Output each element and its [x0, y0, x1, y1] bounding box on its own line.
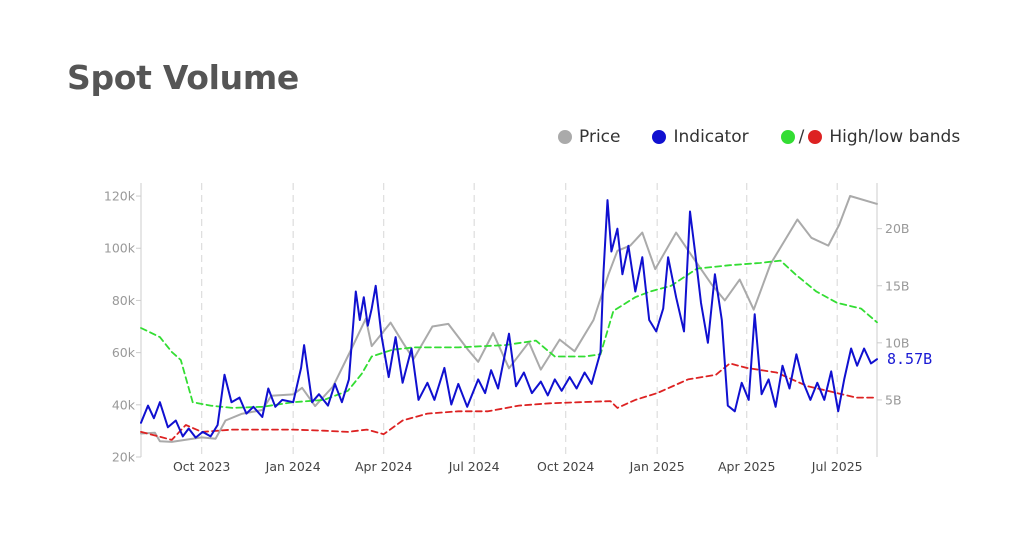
legend-label-price: Price — [579, 127, 621, 147]
chart-title: Spot Volume — [67, 58, 300, 97]
x-tick-label: Jul 2024 — [448, 459, 500, 474]
left-tick-label: 80k — [112, 293, 136, 308]
axis-layer — [136, 183, 882, 458]
right-tick-label: 5B — [885, 392, 902, 407]
x-tick-label: Jul 2025 — [811, 459, 863, 474]
legend-item-bands[interactable]: / High/low bands — [780, 127, 961, 147]
x-tick-label: Jan 2025 — [629, 459, 685, 474]
price-series-line — [140, 195, 878, 443]
x-tick-label: Oct 2023 — [173, 459, 230, 474]
indicator-series-line — [140, 199, 878, 439]
left-tick-label: 100k — [104, 241, 136, 256]
chart-legend: Price Indicator / High/low bands — [558, 127, 960, 147]
left-tick-label: 60k — [112, 345, 136, 360]
series-layer — [140, 195, 878, 443]
grid-layer — [201, 183, 838, 457]
right-tick-label: 20B — [885, 221, 909, 236]
right-tick-label: 15B — [885, 278, 909, 293]
high-band-series-line — [140, 259, 878, 409]
legend-label-bands: High/low bands — [829, 127, 961, 147]
label-layer: Oct 2023 Jan 2024 Apr 2024 Jul 2024 Oct 2024… — [104, 189, 932, 474]
indicator-legend-dot-icon — [652, 130, 667, 144]
right-tick-label: 10B — [885, 335, 909, 350]
legend-label-indicator: Indicator — [673, 127, 749, 147]
left-tick-label: 120k — [104, 189, 136, 204]
x-tick-label: Apr 2024 — [355, 459, 412, 474]
legend-item-indicator[interactable]: Indicator — [652, 127, 749, 147]
x-tick-label: Oct 2024 — [537, 459, 594, 474]
left-tick-label: 20k — [112, 450, 136, 465]
price-legend-dot-icon — [558, 130, 572, 144]
x-tick-label: Jan 2024 — [265, 459, 321, 474]
low-band-series-line — [140, 362, 878, 441]
high-band-legend-dot-icon — [780, 130, 795, 144]
low-band-legend-dot-icon — [808, 130, 823, 144]
x-tick-label: Apr 2025 — [718, 459, 775, 474]
legend-separator: / — [798, 127, 805, 147]
legend-item-price[interactable]: Price — [558, 127, 620, 147]
left-tick-label: 40k — [112, 397, 136, 412]
indicator-last-value-label: 8.57B — [887, 350, 932, 368]
